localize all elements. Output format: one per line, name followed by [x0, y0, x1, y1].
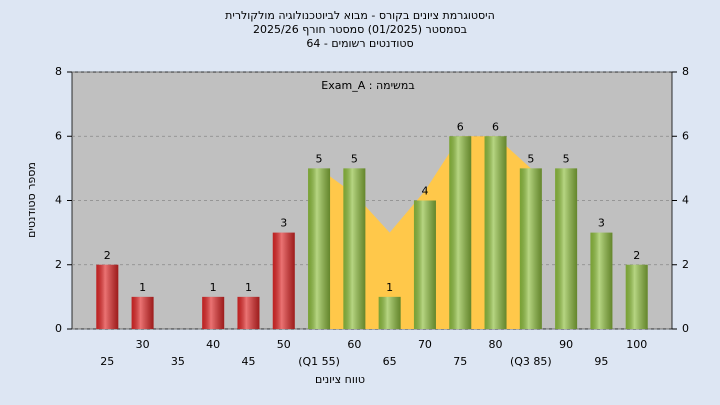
x-tick-label: 70: [418, 338, 432, 351]
annotation: Exam_A : במשימה: [321, 79, 414, 92]
bar-shade: [131, 296, 154, 329]
x-tick-label: (Q1 55): [298, 355, 340, 368]
value-label: 6: [457, 120, 464, 133]
value-label: 2: [633, 249, 640, 262]
y2-tick-label: 6: [682, 129, 689, 142]
value-label: 5: [351, 152, 358, 165]
y-axis-label: מספר סטודנטים: [25, 162, 38, 238]
y-tick-label: 2: [55, 258, 62, 271]
bar-shade: [449, 136, 472, 329]
value-label: 2: [104, 249, 111, 262]
value-label: 5: [316, 152, 323, 165]
y2-tick-label: 8: [682, 65, 689, 78]
value-label: 3: [598, 217, 605, 230]
value-label: 3: [280, 217, 287, 230]
x-axis-label: טווח ציונים: [315, 373, 365, 386]
value-label: 5: [563, 152, 570, 165]
x-tick-label: (Q3 85): [510, 355, 552, 368]
x-tick-label: 90: [559, 338, 573, 351]
chart-subtitle: סטודנטים רשומים - 64: [306, 37, 413, 50]
value-label: 1: [210, 281, 217, 294]
bar-shade: [413, 200, 436, 329]
value-label: 4: [421, 185, 428, 198]
x-tick-label: 95: [594, 355, 608, 368]
x-tick-label: 50: [277, 338, 291, 351]
bar-shade: [96, 264, 119, 329]
y-tick-label: 6: [55, 129, 62, 142]
bar-shade: [343, 168, 366, 329]
x-tick-label: 25: [100, 355, 114, 368]
chart-title: היסטוגרמת ציונים בקורס - מבוא לביוטכנולו…: [225, 9, 495, 22]
y-tick-label: 0: [55, 322, 62, 335]
x-tick-label: 30: [136, 338, 150, 351]
bar-shade: [202, 296, 225, 329]
value-label: 1: [139, 281, 146, 294]
bar-shade: [308, 168, 331, 329]
bar-shade: [555, 168, 578, 329]
bar-shade: [519, 168, 542, 329]
value-label: 5: [527, 152, 534, 165]
bar-shade: [272, 232, 295, 329]
x-tick-label: 75: [453, 355, 467, 368]
x-tick-label: 80: [489, 338, 503, 351]
x-tick-label: 35: [171, 355, 185, 368]
bar-shade: [378, 296, 401, 329]
bar-shade: [625, 264, 648, 329]
x-tick-label: 60: [347, 338, 361, 351]
value-label: 6: [492, 120, 499, 133]
y2-tick-label: 0: [682, 322, 689, 335]
y2-tick-label: 4: [682, 194, 689, 207]
bar-shade: [237, 296, 260, 329]
y-tick-label: 4: [55, 194, 62, 207]
x-tick-label: 40: [206, 338, 220, 351]
x-tick-label: 65: [383, 355, 397, 368]
chart-subtitle: בסמסטר (01/2025) סמסטר חורף 2025/26: [253, 23, 467, 36]
value-label: 1: [386, 281, 393, 294]
x-tick-label: 45: [241, 355, 255, 368]
y-tick-label: 8: [55, 65, 62, 78]
x-tick-label: 100: [626, 338, 647, 351]
y2-tick-label: 2: [682, 258, 689, 271]
bar-shade: [590, 232, 613, 329]
value-label: 1: [245, 281, 252, 294]
bar-shade: [484, 136, 507, 329]
